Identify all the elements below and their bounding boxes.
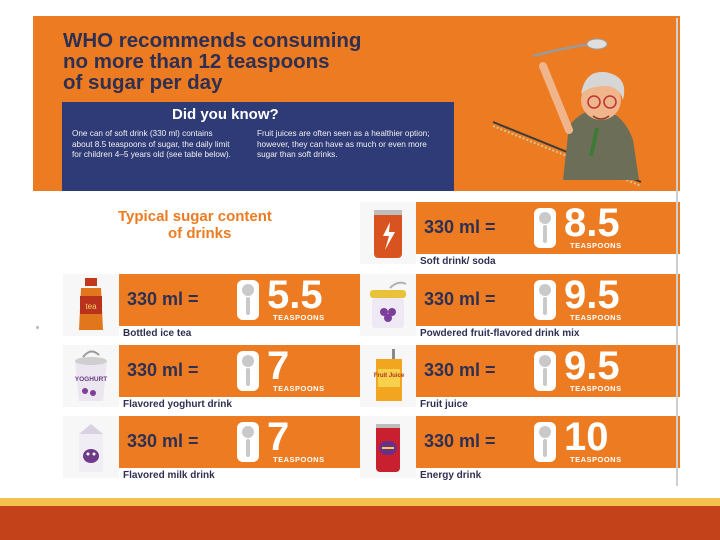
header-banner: WHO recommends consuming no more than 12… [33,16,680,191]
yoghurt-cup-icon: YOGHURT [63,345,119,407]
footer-stripe [0,498,720,506]
did-you-know-box: Did you know? One can of soft drink (330… [62,102,454,191]
title-line-3: of sugar per day [63,71,223,94]
drink-label: Bottled ice tea [123,328,192,339]
section-title-line-1: Typical sugar content [118,208,272,225]
teaspoons-unit: TEASPOONS [273,455,325,464]
section-title-line-2: of drinks [168,225,232,242]
drink-label: Fruit juice [420,399,468,410]
teaspoon-count: 9.5 [564,344,620,388]
ice-tea-bottle-icon: tea [63,274,119,336]
grandma-with-spoon-illustration [492,38,642,187]
drink-label: Powdered fruit-flavored drink mix [420,328,580,339]
scan-edge-line [676,18,678,486]
drink-amount: 330 ml = [127,289,199,309]
teaspoons-unit: TEASPOONS [570,384,622,393]
teaspoon-icon [237,351,259,391]
ice-tea-brand-text: tea [85,302,97,311]
drink-label: Flavored yoghurt drink [123,399,232,410]
drink-amount: 330 ml = [424,360,496,380]
teaspoons-unit: TEASPOONS [273,313,325,322]
drink-card-bar: 330 ml = 10 TEASPOONS [416,415,680,468]
drink-mix-jar-icon [360,274,416,336]
did-you-know-text-2: Fruit juices are often seen as a healthi… [257,129,430,159]
teaspoon-count: 8.5 [564,201,620,245]
teaspoon-icon [534,208,556,248]
teaspoon-count: 7 [267,415,290,459]
drink-card-bar: 330 ml = 7 TEASPOONS [119,415,389,468]
sugar-infographic: WHO recommends consuming no more than 12… [33,16,680,486]
did-you-know-text-1: One can of soft drink (330 ml) contains … [72,129,231,159]
drink-card-bar: 330 ml = 9.5 TEASPOONS [416,344,680,397]
teaspoon-icon [237,280,259,320]
milk-carton-icon [63,416,119,478]
drink-amount: 330 ml = [127,360,199,380]
drink-amount: 330 ml = [424,289,496,309]
teaspoon-count: 9.5 [564,273,620,317]
teaspoons-unit: TEASPOONS [273,384,325,393]
teaspoon-count: 10 [564,415,609,459]
title-line-2: no more than 12 teaspoons [63,50,330,73]
teaspoon-icon [237,422,259,462]
energy-drink-can-icon [360,416,416,478]
drink-label: Flavored milk drink [123,470,215,481]
section-title: Typical sugar content of drinks [118,208,272,242]
teaspoons-unit: TEASPOONS [570,241,622,250]
teaspoon-icon [534,280,556,320]
teaspoons-unit: TEASPOONS [570,455,622,464]
yoghurt-brand-text: YOGHURT [75,376,108,383]
footer-bar [0,506,720,540]
page-title: WHO recommends consuming no more than 12… [63,30,443,93]
juice-box-icon: Fruit Juice [360,345,416,407]
scan-speck [36,326,39,329]
teaspoon-count: 7 [267,344,290,388]
teaspoon-icon [534,351,556,391]
drink-card-bar: 330 ml = 8.5 TEASPOONS [416,201,680,254]
drink-label: Energy drink [420,470,482,481]
drink-amount: 330 ml = [424,431,496,451]
drink-card-bar: 330 ml = 9.5 TEASPOONS [416,273,680,326]
teaspoon-icon [534,422,556,462]
drink-card-bar: 330 ml = 5.5 TEASPOONS [119,273,389,326]
juice-brand-text: Fruit Juice [374,373,405,379]
drink-label: Soft drink/ soda [420,256,496,267]
drink-card-bar: 330 ml = 7 TEASPOONS [119,344,389,397]
teaspoons-unit: TEASPOONS [570,313,622,322]
did-you-know-title: Did you know? [172,106,279,123]
drink-amount: 330 ml = [127,431,199,451]
title-line-1: WHO recommends consuming [63,29,362,52]
drink-amount: 330 ml = [424,217,496,237]
soda-can-icon [360,202,416,264]
teaspoon-count: 5.5 [267,273,323,317]
